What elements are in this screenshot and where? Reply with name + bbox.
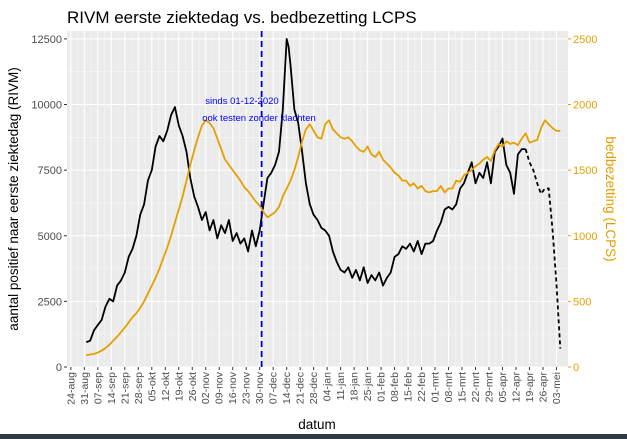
- x-tick-label: 31-aug: [79, 372, 91, 405]
- x-tick-label: 01-mrt: [430, 372, 442, 402]
- x-tick-label: 01-feb: [376, 372, 388, 402]
- y-tick-label: 12500: [31, 34, 62, 46]
- x-tick-label: 14-dec: [281, 372, 293, 404]
- x-axis: 24-aug 31-aug 07-sep 14-sep 21-sep 28-sep 05-o…: [65, 367, 563, 405]
- bottom-bar: [0, 434, 627, 439]
- x-tick-label: 15-mrt: [457, 372, 469, 402]
- y-axis-left: 0 2500 5000 7500 10000 12500: [31, 34, 67, 374]
- y2-tick-label: 0: [573, 362, 579, 374]
- x-tick-label: 22-mrt: [470, 372, 482, 402]
- chart-title: RIVM eerste ziektedag vs. bedbezetting L…: [67, 8, 417, 27]
- x-tick-label: 19-apr: [524, 372, 536, 403]
- x-tick-label: 02-nov: [200, 371, 212, 404]
- x-tick-label: 12-okt: [160, 372, 172, 401]
- x-tick-label: 11-jan: [335, 372, 347, 401]
- y-tick-label: 2500: [38, 296, 62, 308]
- y2-tick-label: 2000: [573, 100, 597, 112]
- annotation-line-1: sinds 01-12-2020: [205, 96, 278, 107]
- x-tick-label: 28-sep: [133, 372, 145, 404]
- series-layer: [86, 38, 562, 357]
- x-tick-label: 26-apr: [538, 372, 550, 403]
- x-tick-label: 30-nov: [254, 371, 266, 404]
- x-axis-title: datum: [298, 417, 336, 432]
- x-tick-label: 24-aug: [65, 372, 77, 405]
- x-tick-label: 14-sep: [106, 372, 118, 404]
- y2-tick-label: 1500: [573, 165, 597, 177]
- annotation-line-2: ook testen zonder klachten: [202, 113, 316, 124]
- x-tick-label: 08-feb: [389, 372, 401, 402]
- x-tick-label: 05-okt: [146, 372, 158, 401]
- x-tick-label: 28-dec: [308, 372, 320, 404]
- x-tick-label: 05-apr: [497, 372, 509, 403]
- x-tick-label: 08-mrt: [443, 372, 455, 402]
- x-tick-label: 29-mrt: [484, 372, 496, 402]
- x-tick-label: 19-okt: [173, 372, 185, 401]
- y2-tick-label: 500: [573, 296, 591, 308]
- plot-panel: [67, 31, 568, 367]
- grid-major: [67, 31, 568, 368]
- x-tick-label: 12-apr: [511, 372, 523, 403]
- y2-tick-label: 1000: [573, 231, 597, 243]
- x-tick-label: 18-jan: [349, 372, 361, 401]
- y-axis-title: aantal positief naar eerste ziektedag (R…: [6, 67, 21, 330]
- y-tick-label: 10000: [31, 100, 62, 112]
- x-tick-label: 15-feb: [403, 372, 415, 402]
- x-tick-label: 21-dec: [295, 372, 307, 404]
- y-tick-label: 0: [56, 362, 62, 374]
- series-line-lcps: [86, 119, 561, 357]
- x-tick-label: 09-nov: [214, 371, 226, 404]
- series-line-rivm-projection: [524, 148, 562, 349]
- series-line-rivm: [86, 38, 526, 343]
- x-tick-label: 22-feb: [416, 372, 428, 402]
- x-tick-label: 26-okt: [187, 372, 199, 401]
- y-axis-right: 0 500 1000 1500 2000 2500: [568, 34, 597, 374]
- x-tick-label: 21-sep: [119, 372, 131, 404]
- x-tick-label: 25-jan: [362, 372, 374, 401]
- y-tick-label: 5000: [38, 231, 62, 243]
- x-tick-label: 03-mei: [551, 372, 563, 404]
- x-tick-label: 16-nov: [227, 371, 239, 404]
- y-tick-label: 7500: [38, 165, 62, 177]
- x-tick-label: 23-nov: [241, 371, 253, 404]
- x-tick-label: 07-sep: [92, 372, 104, 404]
- x-tick-label: 07-dec: [268, 372, 280, 404]
- y2-tick-label: 2500: [573, 34, 597, 46]
- y2-axis-title: bedbezetting (LCPS): [603, 136, 618, 261]
- x-tick-label: 04-jan: [322, 372, 334, 401]
